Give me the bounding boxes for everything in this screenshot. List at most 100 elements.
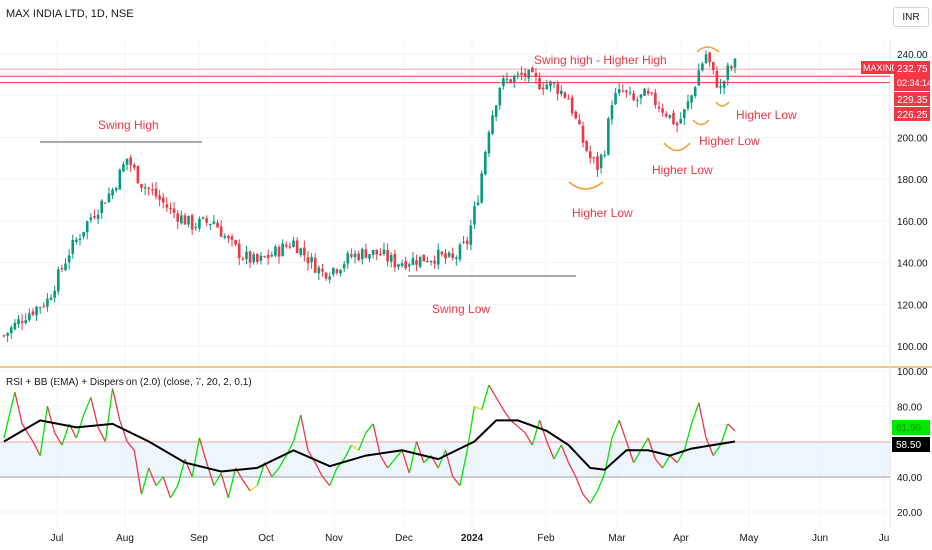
rsi-segment <box>343 444 352 460</box>
rsi-segment <box>387 458 396 469</box>
candle-body <box>20 321 24 323</box>
candle-body <box>455 257 458 259</box>
candle-body <box>635 100 639 102</box>
rsi-segment <box>32 441 41 456</box>
candle-body <box>328 276 331 280</box>
rsi-segment <box>488 384 497 398</box>
rsi-segment <box>510 419 526 434</box>
candle-body <box>147 187 151 190</box>
price-axis-tick: 180.00 <box>897 175 928 186</box>
candle-body <box>313 257 317 273</box>
candle-body <box>223 235 227 238</box>
candle-body <box>523 73 527 77</box>
candle-body <box>607 118 610 155</box>
candle-body <box>722 81 726 88</box>
rsi-segment <box>242 479 251 492</box>
candle-body <box>230 236 234 240</box>
candle-body <box>357 253 360 260</box>
candle-body <box>498 87 502 106</box>
candle-body <box>28 313 31 321</box>
candle-body <box>67 255 71 263</box>
candle-body <box>693 87 697 97</box>
candle-body <box>31 311 35 315</box>
candle-body <box>719 86 722 88</box>
candle-series <box>2 50 737 343</box>
candle-body <box>125 158 129 165</box>
candle-body <box>187 215 190 225</box>
rsi-segment <box>640 437 649 451</box>
indicator-title: RSI + BB (EMA) + Dispersion (2.0) (close… <box>6 377 252 388</box>
time-axis-labels: Jul Aug Sep Oct Nov Dec 2024 Feb Mar Apr May Jun Ju <box>51 533 890 544</box>
candle-body <box>393 253 397 268</box>
higher-low-arc-2 <box>663 142 691 152</box>
candle-body <box>35 306 38 316</box>
currency-button[interactable]: INR <box>893 7 929 27</box>
higher-high-arc <box>696 46 720 53</box>
rsi-segment <box>575 476 584 495</box>
candle-body <box>219 226 223 237</box>
candle-body <box>306 257 310 264</box>
candle-body <box>161 197 165 203</box>
candle-body <box>715 71 719 88</box>
rsi-segment <box>546 441 555 460</box>
candle-body <box>408 264 411 267</box>
rsi-segment <box>365 423 374 434</box>
rsi-segment <box>97 427 106 442</box>
candle-body <box>64 263 67 271</box>
rsi-segment <box>358 432 367 451</box>
candle-body <box>581 125 585 143</box>
rsi-segment <box>531 420 541 446</box>
rsi-segment <box>90 397 99 428</box>
candle-body <box>274 246 277 256</box>
rsi-segment <box>538 420 548 442</box>
candle-body <box>476 202 480 206</box>
rsi-segment <box>191 437 201 477</box>
candle-body <box>538 78 541 90</box>
rsi-segment <box>618 420 628 442</box>
candle-body <box>675 123 679 126</box>
candle-body <box>733 58 737 68</box>
candle-body <box>621 90 625 92</box>
time-axis-tick: 2024 <box>461 533 484 544</box>
candle-body <box>78 238 82 240</box>
level-tag-1-text: 229.35 <box>897 95 928 106</box>
candle-body <box>465 240 469 244</box>
candle-body <box>158 195 161 200</box>
higher-low-arc-3 <box>692 119 710 126</box>
candle-body <box>730 66 733 69</box>
rsi-tag-green-text: 61.99 <box>896 423 921 434</box>
time-axis-tick: Nov <box>325 533 343 544</box>
candle-body <box>379 253 382 256</box>
rsi-segment <box>719 423 729 446</box>
rsi-segment <box>220 473 229 499</box>
price-axis-tick: 120.00 <box>897 300 928 311</box>
candle-body <box>596 156 599 170</box>
candle-body <box>270 254 274 257</box>
candle-body <box>281 243 284 257</box>
candle-body <box>639 94 643 99</box>
candle-body <box>415 260 418 265</box>
level-lines <box>0 68 890 84</box>
candle-body <box>201 217 205 219</box>
rsi-segment <box>727 423 736 432</box>
rsi-segment <box>148 467 157 486</box>
time-axis-tick: Sep <box>190 533 208 544</box>
candle-body <box>567 98 570 100</box>
rsi-segment <box>647 437 657 460</box>
candle-body <box>342 264 346 269</box>
annotation-higher-low-1: Higher Low <box>572 206 633 220</box>
rsi-segment <box>633 449 642 463</box>
candle-body <box>690 95 693 103</box>
candle-body <box>397 264 400 267</box>
candle-body <box>389 255 393 262</box>
countdown-text: 02:34:14 <box>897 78 932 88</box>
rsi-segment <box>502 409 512 421</box>
candle-body <box>697 70 701 86</box>
rsi-segment <box>321 476 331 486</box>
annotation-higher-low-2: Higher Low <box>652 163 713 177</box>
candle-body <box>487 132 491 154</box>
candle-body <box>2 335 6 337</box>
rsi-segment <box>227 467 237 499</box>
candle-body <box>646 90 650 94</box>
